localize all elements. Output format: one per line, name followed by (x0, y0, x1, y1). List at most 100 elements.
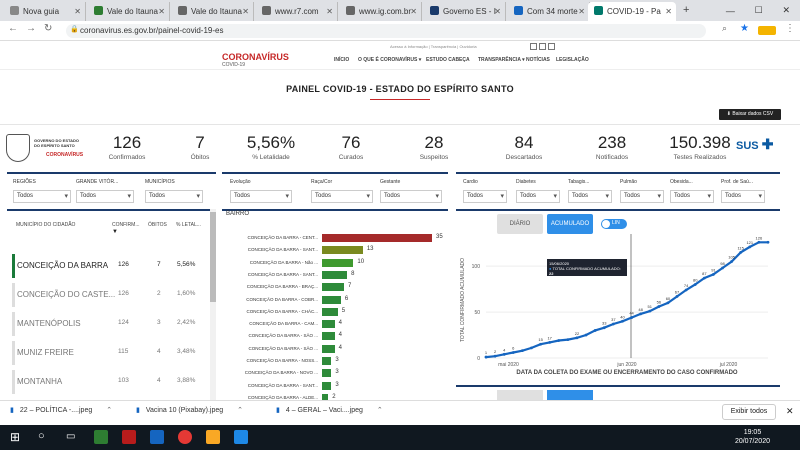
windows-start-icon[interactable]: ⊞ (10, 430, 21, 444)
search-icon[interactable]: ⌕ (722, 23, 728, 33)
city-scrollbar[interactable] (210, 209, 216, 400)
data-point[interactable] (593, 329, 597, 332)
tab-close-icon[interactable]: ✕ (494, 7, 501, 16)
toggle-diario[interactable]: DIÁRIO (497, 214, 543, 234)
tab-close-icon[interactable]: ✕ (74, 7, 81, 16)
data-point[interactable] (502, 352, 506, 356)
filter-select[interactable]: Todos (721, 190, 765, 203)
browser-tab[interactable]: Vale do Itauna ✕ (88, 2, 170, 21)
table-row[interactable]: CONCEIÇÃO DA BARRA 126 7 5,56% (12, 254, 210, 278)
data-point[interactable] (693, 283, 697, 286)
site-logo[interactable]: CORONAVÍRUS COVID-19 (222, 53, 289, 69)
bairro-bar[interactable] (322, 307, 338, 316)
bairro-bar[interactable] (322, 357, 332, 365)
filter-select[interactable]: Todos (516, 190, 560, 203)
menu-item[interactable]: NOTÍCIAS (526, 57, 550, 63)
word-icon[interactable] (234, 430, 248, 444)
close-window-icon[interactable]: ✕ (782, 5, 791, 15)
next-toggle-a[interactable] (497, 390, 543, 402)
bairro-bar[interactable] (322, 320, 335, 329)
data-point[interactable] (548, 340, 552, 344)
data-point[interactable] (539, 342, 542, 346)
browser-tab[interactable]: COVID-19 - Pa ✕ (588, 2, 676, 21)
forward-icon[interactable]: → (26, 23, 36, 34)
data-point[interactable] (712, 273, 715, 276)
data-point[interactable] (730, 260, 734, 263)
download-item[interactable]: ▮ 4 – GERAL – Vaci....jpeg ⌃ (276, 406, 383, 414)
menu-item[interactable]: LEGISLAÇÃO (556, 57, 589, 63)
filter-select[interactable]: Todos (380, 190, 442, 203)
data-point[interactable] (584, 333, 588, 337)
filter-select[interactable]: Todos (463, 190, 507, 203)
data-point[interactable] (639, 312, 643, 316)
filter-select[interactable]: Todos (230, 190, 292, 203)
table-row[interactable]: CONCEIÇÃO DO CASTE... 126 2 1,60% (12, 283, 210, 307)
column-header[interactable]: % LETAL... (176, 222, 201, 228)
browser-tab[interactable]: www.r7.com ✕ (256, 2, 338, 21)
filter-select[interactable]: Todos (76, 190, 134, 203)
table-row[interactable]: MONTANHA 103 4 3,88% (12, 370, 210, 394)
browser-tab[interactable]: Vale do Itauna ✕ (172, 2, 254, 21)
tab-close-icon[interactable]: ✕ (578, 7, 585, 16)
bairro-bar[interactable] (322, 381, 332, 390)
new-tab-icon[interactable]: + (683, 4, 690, 16)
bairro-bar[interactable] (322, 258, 354, 267)
bairro-bar[interactable] (322, 283, 344, 292)
browser-tab[interactable]: Nova guia ✕ (4, 2, 86, 21)
bairro-bar[interactable] (322, 234, 432, 242)
data-point[interactable] (675, 295, 679, 298)
column-header[interactable]: CONFIRM... (112, 222, 140, 228)
bairro-bar[interactable] (322, 295, 341, 304)
data-point[interactable] (493, 354, 497, 358)
taskbar-clock[interactable]: 19:05 20/07/2020 (735, 428, 770, 446)
download-item[interactable]: ▮ Vacina 10 (Pixabay).jpeg ⌃ (136, 406, 243, 414)
data-point[interactable] (611, 322, 615, 326)
download-item[interactable]: ▮ 22 – POLÍTICA -....jpeg ⌃ (10, 406, 112, 414)
tab-close-icon[interactable]: ✕ (242, 7, 249, 16)
city-scrollbar-thumb[interactable] (210, 212, 216, 302)
edge-icon[interactable] (150, 430, 164, 444)
data-point[interactable] (748, 245, 752, 249)
data-point[interactable] (621, 319, 624, 323)
data-point[interactable] (530, 346, 533, 350)
maximize-icon[interactable]: ☐ (754, 5, 763, 15)
browser-tab[interactable]: Com 34 morte ✕ (508, 2, 590, 21)
menu-icon[interactable]: ⋮ (785, 23, 795, 34)
table-row[interactable]: MUNIZ FREIRE 115 4 3,48% (12, 341, 210, 365)
minimize-icon[interactable]: — (725, 5, 735, 16)
app-excel-icon[interactable] (94, 430, 108, 444)
chevron-up-icon[interactable]: ⌃ (106, 407, 113, 414)
next-toggle-b[interactable] (547, 390, 593, 402)
filter-select[interactable]: Todos (145, 190, 203, 203)
menu-item[interactable]: O QUE É CORONAVÍRUS ▾ (358, 57, 422, 63)
tab-close-icon[interactable]: ✕ (665, 7, 672, 16)
menu-item[interactable]: TRANSPARÊNCIA ▾ (478, 57, 525, 63)
close-downloads-icon[interactable]: ✕ (786, 406, 794, 416)
bairro-bar[interactable] (322, 270, 348, 279)
browser-tab[interactable]: www.ig.com.br ✕ (340, 2, 422, 21)
filter-select[interactable]: Todos (620, 190, 664, 203)
filter-select[interactable]: Todos (568, 190, 612, 203)
data-point[interactable] (602, 326, 606, 330)
show-all-downloads-button[interactable]: Exibir todos (722, 404, 776, 420)
filter-select[interactable]: Todos (13, 190, 71, 203)
sort-desc-icon[interactable]: ▼ (112, 229, 118, 235)
data-point[interactable] (520, 349, 524, 353)
data-point[interactable] (666, 301, 670, 305)
data-point[interactable] (739, 250, 743, 254)
data-point[interactable] (557, 339, 561, 342)
table-row[interactable]: MANTENÓPOLIS 124 3 2,42% (12, 312, 210, 336)
file-explorer-icon[interactable] (206, 430, 220, 444)
data-point[interactable] (766, 240, 770, 244)
star-icon[interactable]: ★ (740, 23, 749, 34)
font-decrease-button[interactable] (548, 43, 555, 50)
chevron-up-icon[interactable]: ⌃ (237, 407, 244, 414)
column-header[interactable]: MUNICÍPIO DO CIDADÃO (16, 222, 76, 228)
extension-icon[interactable] (758, 26, 776, 35)
data-point[interactable] (484, 355, 488, 359)
task-view-icon[interactable]: ▭ (66, 431, 76, 442)
menu-item[interactable]: ESTUDO CABEÇA (426, 57, 470, 63)
filter-select[interactable]: Todos (311, 190, 373, 203)
font-increase-button[interactable] (539, 43, 546, 50)
filter-select[interactable]: Todos (670, 190, 714, 203)
